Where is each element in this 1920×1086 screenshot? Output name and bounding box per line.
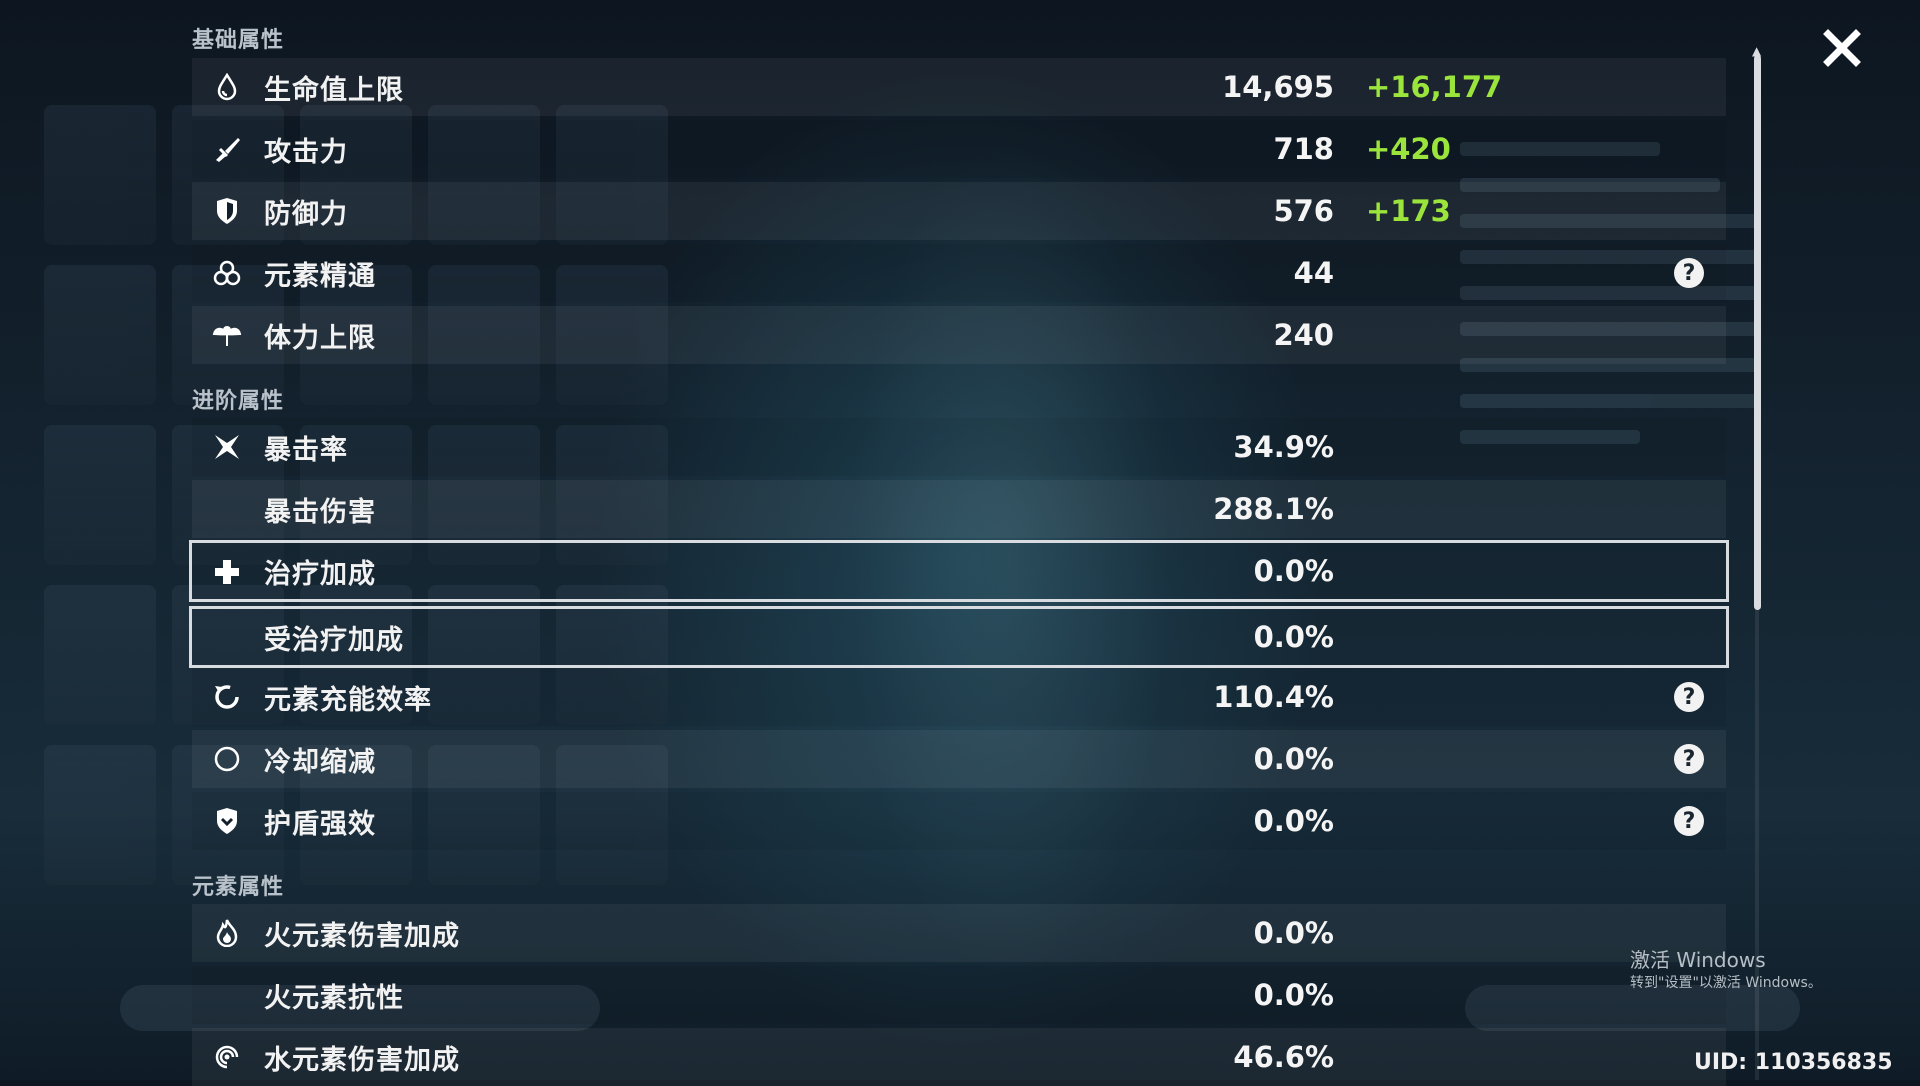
stat-row-shield-strength: 护盾强效 0.0% ?: [192, 792, 1726, 850]
stat-value: 0.0%: [1253, 916, 1334, 950]
stat-label: 暴击率: [264, 434, 348, 466]
stat-label: 受治疗加成: [264, 624, 404, 656]
stat-value: 34.9%: [1233, 430, 1334, 464]
stat-row-pyro-res: 火元素抗性 0.0%: [192, 966, 1726, 1024]
close-icon: [1823, 29, 1861, 67]
stat-label: 火元素伤害加成: [264, 920, 460, 952]
stat-row-healing-bonus[interactable]: 治疗加成 0.0%: [189, 540, 1729, 602]
help-button[interactable]: ?: [1674, 682, 1704, 712]
stat-value: 46.6%: [1233, 1040, 1334, 1074]
section-title-advanced: 进阶属性: [192, 389, 285, 414]
stat-row-stamina: 体力上限 240: [192, 306, 1726, 364]
sword-icon: [212, 134, 242, 164]
help-button[interactable]: ?: [1674, 258, 1704, 288]
stat-value: 0.0%: [1253, 554, 1334, 588]
stat-value: 0.0%: [1253, 978, 1334, 1012]
stat-label: 攻击力: [264, 136, 348, 168]
shield-icon: [212, 196, 242, 226]
help-button[interactable]: ?: [1674, 806, 1704, 836]
stat-row-def: 防御力 576 +173: [192, 182, 1726, 240]
stat-label: 护盾强效: [264, 808, 376, 840]
stat-value: 0.0%: [1253, 804, 1334, 838]
stat-row-atk: 攻击力 718 +420: [192, 120, 1726, 178]
section-title-base: 基础属性: [192, 28, 285, 53]
close-button[interactable]: [1822, 28, 1862, 68]
stat-row-crit-rate: 暴击率 34.9%: [192, 418, 1726, 476]
stat-row-incoming-healing[interactable]: 受治疗加成 0.0%: [189, 606, 1729, 668]
stamina-icon: [212, 320, 242, 350]
elemental-mastery-icon: [212, 258, 242, 288]
stat-value: 44: [1293, 256, 1334, 290]
hp-drop-icon: [212, 72, 242, 102]
stat-bonus: +16,177: [1366, 70, 1503, 104]
stat-row-hp: 生命值上限 14,695 +16,177: [192, 58, 1726, 116]
windows-activation-watermark: 激活 Windows: [1630, 948, 1766, 972]
stat-value: 718: [1273, 132, 1334, 166]
stat-label: 水元素伤害加成: [264, 1044, 460, 1076]
scrollbar-thumb[interactable]: [1754, 55, 1761, 610]
cooldown-moon-icon: [212, 744, 242, 774]
healing-cross-icon: [212, 557, 242, 587]
stat-value: 14,695: [1222, 70, 1334, 104]
background-sort-bar: [120, 985, 600, 1031]
stat-value: 110.4%: [1213, 680, 1334, 714]
background-outfit-bar: [1465, 985, 1800, 1031]
crit-rate-icon: [212, 432, 242, 462]
stat-label: 治疗加成: [264, 558, 376, 590]
background-character-figure: [820, 110, 1200, 1010]
stat-row-hydro-dmg: 水元素伤害加成 46.6%: [192, 1028, 1726, 1086]
stat-label: 生命值上限: [264, 74, 404, 106]
hydro-swirl-icon: [212, 1042, 242, 1072]
stat-row-pyro-dmg: 火元素伤害加成 0.0%: [192, 904, 1726, 962]
stat-label: 防御力: [264, 198, 348, 230]
stat-value: 0.0%: [1253, 620, 1334, 654]
stat-value: 576: [1273, 194, 1334, 228]
stat-value: 288.1%: [1213, 492, 1334, 526]
stat-value: 240: [1273, 318, 1334, 352]
stat-bonus: +420: [1366, 132, 1451, 166]
scroll-up-arrow-icon: ▲: [1752, 44, 1762, 58]
pyro-flame-icon: [212, 918, 242, 948]
section-title-elemental: 元素属性: [192, 875, 285, 900]
stat-bonus: +173: [1366, 194, 1451, 228]
stat-label: 体力上限: [264, 322, 376, 354]
stat-row-energy-recharge: 元素充能效率 110.4% ?: [192, 668, 1726, 726]
stat-label: 暴击伤害: [264, 496, 376, 528]
player-uid: UID: 110356835: [1694, 1050, 1893, 1075]
energy-recharge-icon: [212, 682, 242, 712]
stat-label: 火元素抗性: [264, 982, 404, 1014]
help-button[interactable]: ?: [1674, 744, 1704, 774]
stat-row-cd-reduction: 冷却缩减 0.0% ?: [192, 730, 1726, 788]
windows-activation-hint: 转到"设置"以激活 Windows。: [1630, 975, 1822, 991]
stat-label: 元素充能效率: [264, 684, 432, 716]
stat-value: 0.0%: [1253, 742, 1334, 776]
stat-row-crit-dmg: 暴击伤害 288.1%: [192, 480, 1726, 538]
background-stat-panel: [1460, 120, 1820, 640]
stat-label: 元素精通: [264, 260, 376, 292]
stat-label: 冷却缩减: [264, 746, 376, 778]
shield-strength-icon: [212, 806, 242, 836]
stat-row-em: 元素精通 44 ?: [192, 244, 1726, 302]
